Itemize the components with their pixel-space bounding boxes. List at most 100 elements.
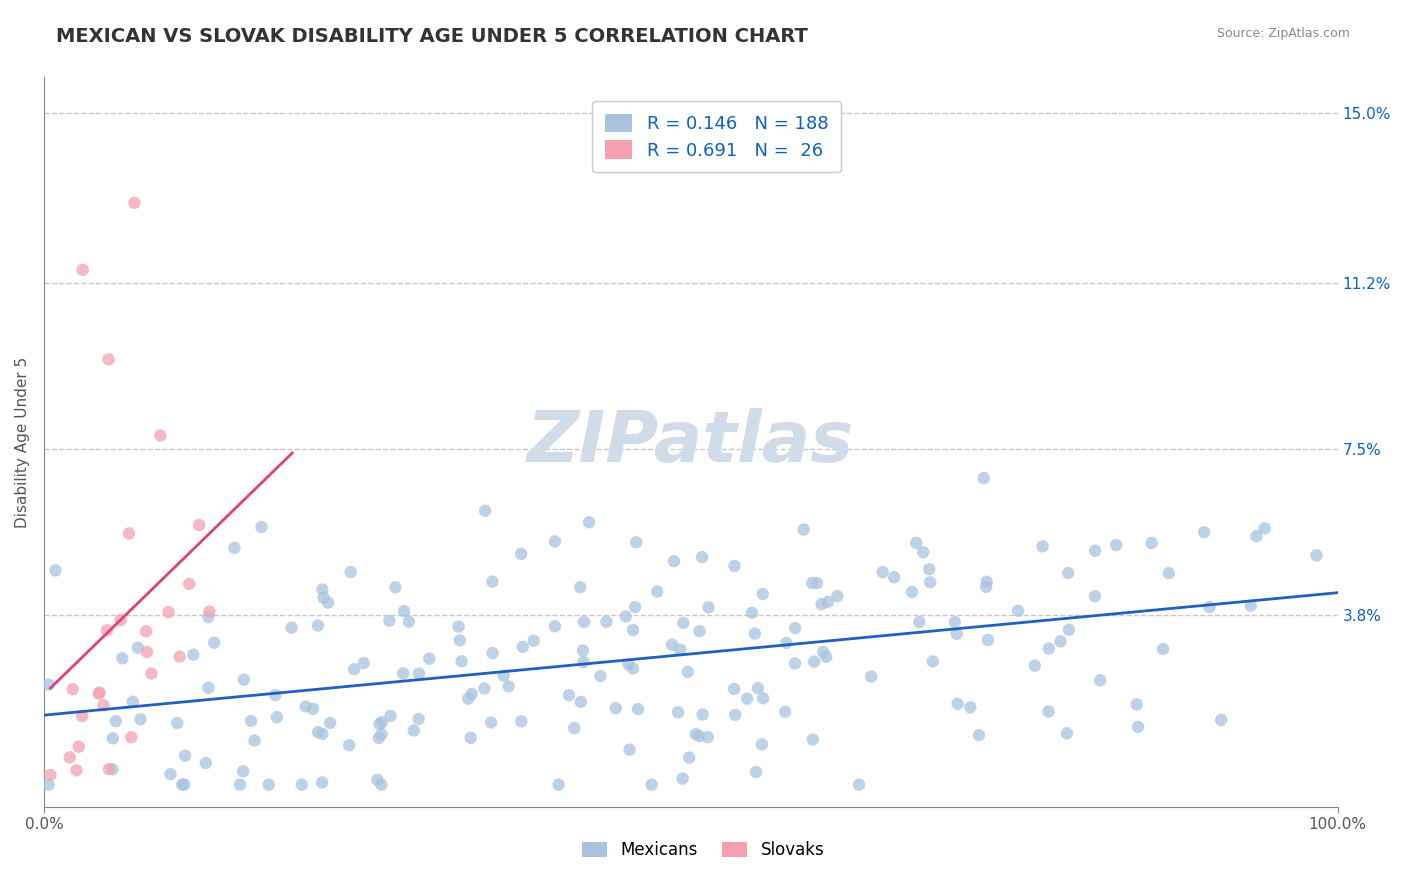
Mexicans: [1056, 726, 1078, 740]
Mexicans: [461, 687, 484, 701]
Mexicans: [38, 778, 60, 792]
Mexicans: [197, 610, 219, 624]
Mexicans: [1038, 641, 1060, 656]
Mexicans: [544, 534, 567, 549]
Mexicans: [645, 584, 668, 599]
Mexicans: [1126, 720, 1149, 734]
Mexicans: [617, 657, 640, 672]
Slovaks: [198, 605, 221, 619]
Mexicans: [339, 565, 361, 579]
Slovaks: [89, 685, 111, 699]
Mexicans: [457, 691, 479, 706]
Mexicans: [943, 615, 966, 629]
Mexicans: [1157, 566, 1180, 581]
Mexicans: [688, 729, 710, 743]
Mexicans: [307, 725, 329, 739]
Mexicans: [1211, 713, 1233, 727]
Mexicans: [492, 668, 515, 682]
Mexicans: [901, 585, 924, 599]
Mexicans: [908, 615, 931, 629]
Mexicans: [449, 633, 471, 648]
Mexicans: [370, 778, 392, 792]
Mexicans: [127, 640, 149, 655]
Mexicans: [316, 596, 339, 610]
Mexicans: [384, 580, 406, 594]
Mexicans: [783, 657, 806, 671]
Mexicans: [815, 649, 838, 664]
Mexicans: [250, 520, 273, 534]
Slovaks: [39, 768, 62, 782]
Slovaks: [97, 352, 120, 367]
Y-axis label: Disability Age Under 5: Disability Age Under 5: [15, 357, 30, 528]
Mexicans: [959, 700, 981, 714]
Mexicans: [101, 762, 124, 776]
Slovaks: [188, 518, 211, 533]
Mexicans: [685, 727, 707, 741]
Slovaks: [67, 739, 90, 754]
Slovaks: [62, 682, 84, 697]
Slovaks: [87, 687, 110, 701]
Mexicans: [1024, 658, 1046, 673]
Mexicans: [640, 778, 662, 792]
Mexicans: [811, 645, 834, 659]
Mexicans: [202, 635, 225, 649]
Mexicans: [751, 737, 773, 751]
Mexicans: [747, 681, 769, 695]
Mexicans: [474, 681, 496, 696]
Mexicans: [1057, 566, 1080, 580]
Text: ZIPatlas: ZIPatlas: [527, 408, 855, 476]
Mexicans: [572, 655, 595, 669]
Mexicans: [280, 621, 302, 635]
Mexicans: [450, 654, 472, 668]
Mexicans: [243, 733, 266, 747]
Mexicans: [967, 728, 990, 742]
Mexicans: [689, 624, 711, 638]
Mexicans: [773, 705, 796, 719]
Mexicans: [343, 662, 366, 676]
Mexicans: [101, 731, 124, 746]
Mexicans: [848, 778, 870, 792]
Mexicans: [1090, 673, 1112, 688]
Mexicans: [723, 558, 745, 573]
Mexicans: [793, 523, 815, 537]
Mexicans: [1152, 642, 1174, 657]
Mexicans: [392, 666, 415, 681]
Mexicans: [697, 600, 720, 615]
Mexicans: [392, 604, 415, 618]
Mexicans: [735, 691, 758, 706]
Mexicans: [945, 627, 967, 641]
Mexicans: [578, 515, 600, 529]
Mexicans: [294, 699, 316, 714]
Mexicans: [806, 576, 828, 591]
Mexicans: [1031, 540, 1053, 554]
Mexicans: [595, 615, 617, 629]
Mexicans: [883, 570, 905, 584]
Slovaks: [65, 764, 87, 778]
Slovaks: [141, 666, 163, 681]
Mexicans: [224, 541, 246, 555]
Mexicans: [973, 471, 995, 485]
Text: MEXICAN VS SLOVAK DISABILITY AGE UNDER 5 CORRELATION CHART: MEXICAN VS SLOVAK DISABILITY AGE UNDER 5…: [56, 27, 808, 45]
Mexicans: [558, 688, 581, 702]
Slovaks: [149, 428, 172, 442]
Mexicans: [921, 654, 943, 668]
Mexicans: [197, 681, 219, 695]
Mexicans: [173, 778, 195, 792]
Mexicans: [174, 748, 197, 763]
Slovaks: [135, 624, 157, 639]
Mexicans: [232, 764, 254, 779]
Slovaks: [120, 730, 142, 744]
Mexicans: [569, 695, 592, 709]
Mexicans: [672, 615, 695, 630]
Mexicans: [572, 643, 595, 657]
Mexicans: [751, 587, 773, 601]
Mexicans: [1084, 543, 1107, 558]
Mexicans: [692, 707, 714, 722]
Mexicans: [946, 697, 969, 711]
Mexicans: [544, 619, 567, 633]
Mexicans: [44, 564, 66, 578]
Mexicans: [589, 669, 612, 683]
Mexicans: [918, 562, 941, 576]
Mexicans: [402, 723, 425, 738]
Mexicans: [690, 550, 713, 565]
